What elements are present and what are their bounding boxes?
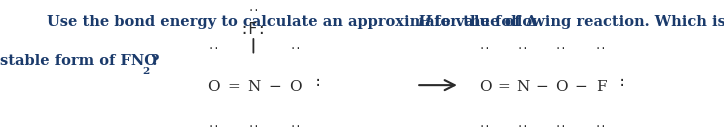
Text: ..: .. [247,3,260,13]
Text: ..: .. [207,41,220,51]
Text: ..: .. [555,119,568,129]
Text: for the following reaction. Which is the more: for the following reaction. Which is the… [429,15,724,30]
Text: ..: .. [594,41,607,51]
Text: 2: 2 [143,67,150,76]
Text: :: : [618,75,626,89]
Text: O: O [479,80,492,94]
Text: H: H [417,15,431,30]
Text: :: : [313,75,321,89]
Text: =: = [227,80,240,94]
Text: F: F [596,80,606,94]
Text: O: O [555,80,568,94]
Text: N: N [247,80,260,94]
Text: ..: .. [247,119,260,129]
Text: ..: .. [594,119,607,129]
Text: ..: .. [207,119,220,129]
Text: ..: .. [479,119,492,129]
Text: O: O [289,80,302,94]
Text: ..: .. [289,119,302,129]
Text: :F:: :F: [240,22,267,37]
Text: =: = [497,80,510,94]
Text: Use the bond energy to calculate an approximate value of Δ: Use the bond energy to calculate an appr… [47,15,537,30]
Text: stable form of FNO: stable form of FNO [0,54,157,68]
Text: ..: .. [289,41,302,51]
Text: O: O [207,80,220,94]
Text: ..: .. [516,119,529,129]
Text: N: N [516,80,529,94]
Text: −: − [268,80,281,94]
Text: ?: ? [151,54,159,68]
Text: −: − [575,80,587,94]
Text: −: − [536,80,548,94]
Text: ..: .. [516,41,529,51]
Text: ..: .. [555,41,568,51]
Text: ..: .. [479,41,492,51]
